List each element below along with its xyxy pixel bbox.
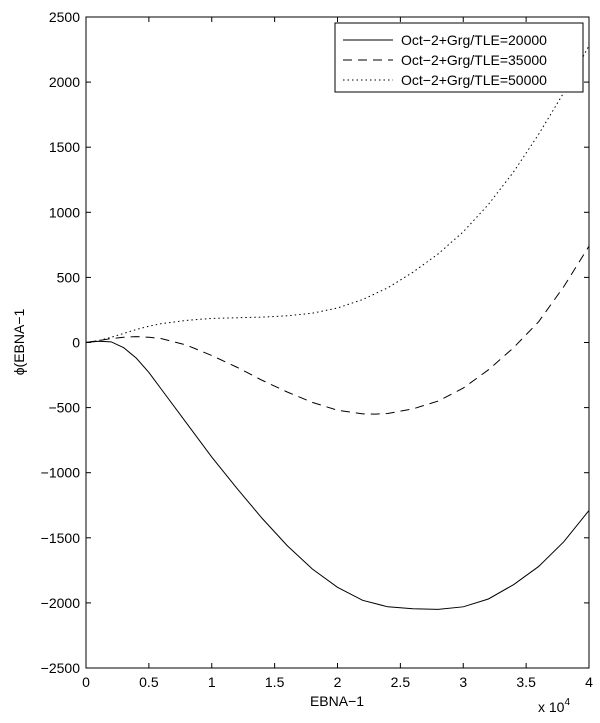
y-tick-label: −2000 [41,595,81,611]
x-tick-label: 0.5 [139,674,159,690]
legend-label-1: Oct−2+Grg/TLE=20000 [401,32,547,48]
x-tick-label: 2.5 [391,674,411,690]
x-exponent-label: x 104 [538,697,570,715]
plot-area [86,17,589,668]
x-tick-label: 4 [585,674,593,690]
legend-label-2: Oct−2+Grg/TLE=35000 [401,52,547,68]
y-tick-label: 1500 [49,139,80,155]
series-line-3 [85,45,590,343]
y-tick-label: 2000 [49,74,80,90]
legend-box [334,22,584,93]
x-exponent-power: 4 [564,697,570,708]
x-tick-label: 1 [208,674,216,690]
y-tick-label: 1000 [49,204,80,220]
y-tick-label: 0 [72,335,80,351]
x-tick-label: 0 [82,674,90,690]
y-tick-label: −2500 [41,660,81,676]
series-line-2 [85,245,590,415]
y-axis-label: ϕ(EBNA−1 [11,308,27,375]
series-line-1 [85,340,590,610]
x-tick-label: 3.5 [516,674,536,690]
x-tick-label: 1.5 [265,674,285,690]
x-exponent-base: x 10 [538,699,565,715]
ticks-layer: 0 0.5 1 1.5 2 2.5 3 3.5 4 −2500 −2000 −1500 −1000 −50… [41,9,593,690]
y-tick-label: −1000 [41,465,81,481]
x-axis-label: EBNA−1 [310,693,364,709]
x-tick-label: 3 [459,674,467,690]
legend-label-3: Oct−2+Grg/TLE=50000 [401,72,547,88]
series-layer [85,45,590,610]
y-tick-label: −500 [48,400,80,416]
y-tick-label: 2500 [49,9,80,25]
legend: Oct−2+Grg/TLE=20000 Oct−2+Grg/TLE=35000 Oc… [334,22,584,93]
y-tick-label: 500 [57,269,81,285]
y-tick-label: −1500 [41,530,81,546]
x-tick-label: 2 [334,674,342,690]
plot-frame [85,16,590,669]
